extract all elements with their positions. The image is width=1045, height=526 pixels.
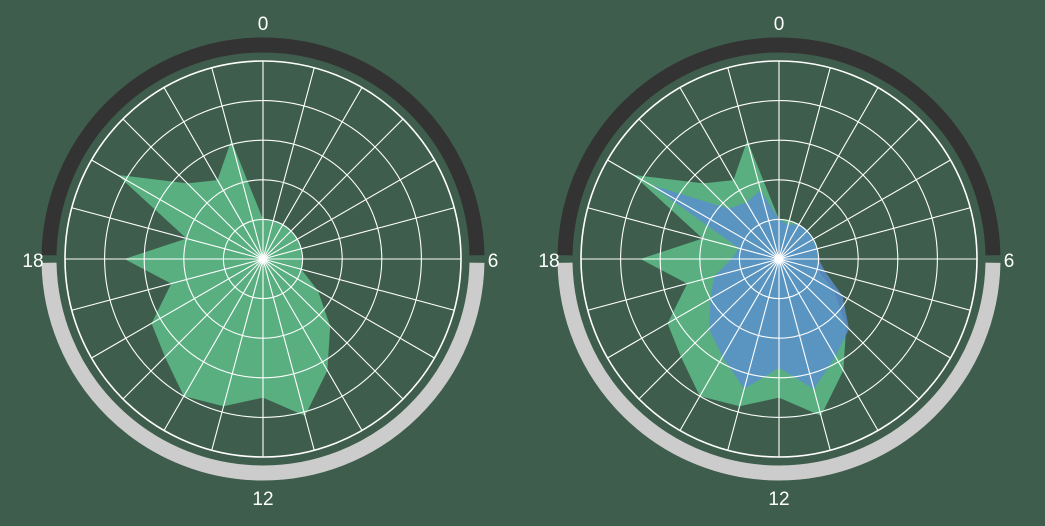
hour-tick-label: 18 [22, 251, 43, 272]
grid-spoke [638, 118, 780, 260]
grid-spoke [262, 258, 404, 400]
grid-spoke [262, 258, 363, 431]
grid-spoke [262, 159, 435, 260]
day-arc [41, 262, 485, 481]
grid-spoke [262, 87, 363, 260]
grid-spoke [262, 258, 435, 359]
hour-tick-label: 0 [258, 14, 269, 35]
grid-spoke [211, 258, 264, 451]
grid-spoke [607, 258, 780, 359]
grid-spoke [778, 87, 879, 260]
grid-spoke [262, 67, 315, 260]
grid-spoke [71, 258, 264, 311]
grid-spoke [607, 159, 780, 260]
grid-spoke [71, 207, 264, 260]
grid-spoke [778, 207, 971, 260]
night-arc [41, 37, 485, 256]
grid-spoke [778, 258, 831, 451]
polar-chart-right: 0 6 12 18 [538, 14, 1014, 510]
grid-spoke [262, 207, 455, 260]
hour-tick-label: 0 [774, 14, 785, 35]
hour-tick-label: 12 [252, 489, 273, 510]
hour-tick-label: 6 [1004, 251, 1015, 272]
grid-spoke [679, 87, 780, 260]
grid-spoke [211, 67, 264, 260]
grid-spoke [778, 118, 920, 260]
hour-tick-label: 6 [488, 251, 499, 272]
day-arc [557, 262, 1001, 481]
grid-spoke [163, 258, 264, 431]
grid-spoke [778, 258, 879, 431]
hour-tick-label: 18 [538, 251, 559, 272]
grid-spoke [778, 159, 951, 260]
grid-spoke [122, 258, 264, 400]
grid-spoke [679, 258, 780, 431]
series-area-1 [650, 184, 850, 390]
grid-spoke [91, 159, 264, 260]
grid-spoke [727, 258, 780, 451]
series-area-0 [117, 140, 331, 416]
grid-spoke [587, 207, 780, 260]
grid-spoke [778, 67, 831, 260]
grid-spoke [778, 258, 920, 400]
grid-spoke [262, 258, 455, 311]
grid-spoke [587, 258, 780, 311]
grid-spoke [727, 67, 780, 260]
polar-chart-left: 0 6 12 18 [22, 14, 498, 510]
grid-spoke [778, 258, 951, 359]
grid-spoke [163, 87, 264, 260]
night-arc [557, 37, 1001, 256]
grid-spoke [262, 258, 315, 451]
grid-spoke [91, 258, 264, 359]
hour-tick-label: 12 [768, 489, 789, 510]
grid-spoke [122, 118, 264, 260]
grid-spoke [638, 258, 780, 400]
grid-spoke [262, 118, 404, 260]
grid-spoke [778, 258, 971, 311]
